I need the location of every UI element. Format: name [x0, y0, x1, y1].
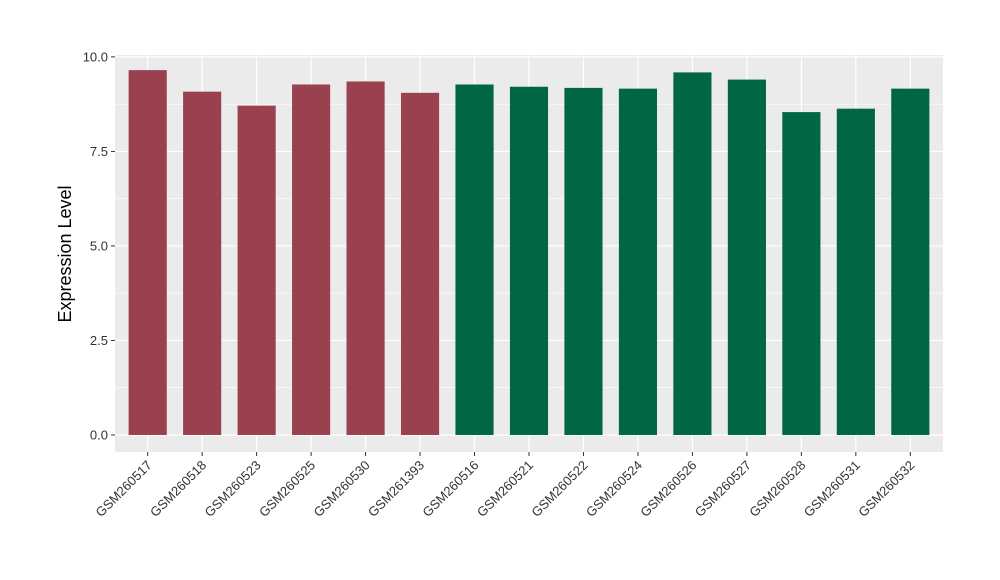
bar-GSM260527: [727, 79, 766, 435]
bar-GSM260524: [618, 88, 658, 435]
x-tick-label: GSM260528: [746, 458, 808, 520]
bar-GSM260518: [183, 91, 222, 435]
y-axis-title: Expression Level: [55, 185, 75, 322]
x-tick-label: GSM261393: [365, 458, 427, 520]
x-tick-label: GSM260525: [256, 458, 318, 520]
bar-GSM260531: [836, 108, 875, 435]
x-tick-label: GSM260530: [310, 458, 372, 520]
y-tick-label: 2.5: [90, 333, 108, 348]
y-tick-label: 7.5: [90, 144, 108, 159]
bar-GSM260532: [891, 88, 930, 435]
x-tick-label: GSM260527: [692, 458, 754, 520]
y-tick-label: 5.0: [90, 238, 108, 253]
x-tick-label: GSM260523: [202, 458, 264, 520]
x-axis: GSM260517GSM260518GSM260523GSM260525GSM2…: [93, 452, 917, 520]
y-axis: 0.0 2.5 5.0 7.5 10.0: [83, 49, 115, 442]
x-tick-label: GSM260526: [637, 458, 699, 520]
bar-GSM260525: [292, 84, 331, 435]
x-tick-label: GSM260518: [147, 458, 209, 520]
bar-GSM261393: [400, 92, 440, 435]
x-tick-label: GSM260532: [855, 458, 917, 520]
bar-GSM260528: [782, 112, 821, 435]
x-tick-label: GSM260531: [801, 458, 863, 520]
x-tick-label: GSM260521: [474, 458, 536, 520]
x-tick-label: GSM260517: [93, 458, 155, 520]
x-tick-label: GSM260524: [583, 458, 645, 520]
y-tick-label: 0.0: [90, 427, 108, 442]
bar-GSM260521: [509, 86, 549, 435]
bar-GSM260526: [673, 72, 712, 435]
x-tick-label: GSM260516: [419, 458, 481, 520]
bars: [128, 70, 930, 435]
bar-GSM260516: [455, 84, 494, 435]
bar-GSM260522: [564, 87, 603, 435]
y-tick-label: 10.0: [83, 49, 108, 64]
x-tick-label: GSM260522: [528, 458, 590, 520]
bar-GSM260517: [128, 70, 167, 435]
bar-GSM260523: [237, 105, 276, 435]
bar-GSM260530: [346, 81, 385, 435]
